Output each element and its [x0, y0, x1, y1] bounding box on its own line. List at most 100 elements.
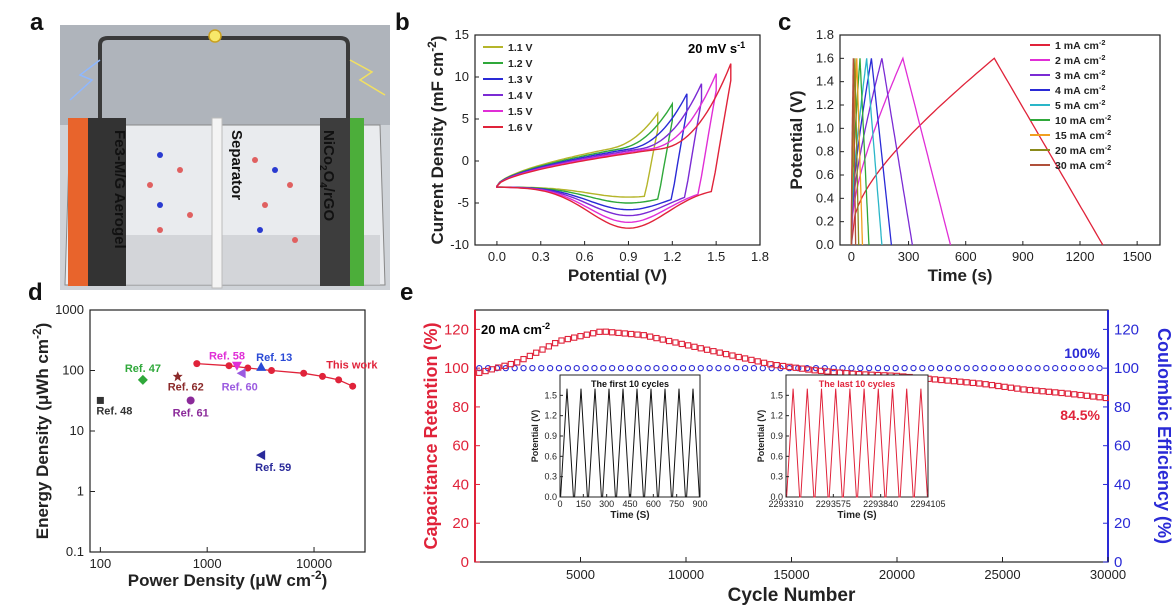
inset-y-tick-label: 0.9 — [544, 431, 557, 441]
inset-y-tick-label: 1.5 — [770, 390, 783, 400]
retention-point — [1026, 386, 1034, 394]
legend-label-unit: cm — [1090, 130, 1105, 142]
efficiency-point — [609, 365, 616, 372]
x-axis-label: Power Density (μW cm-2) — [128, 568, 328, 590]
efficiency-point — [644, 365, 651, 372]
x-tick-label: 5000 — [566, 567, 595, 582]
this-work-point — [225, 362, 233, 370]
legend-label-current: 2 mA — [1055, 55, 1081, 67]
panel-label-a: a — [30, 9, 44, 36]
retention-point — [539, 346, 546, 353]
legend-label-sup: -2 — [1105, 158, 1112, 167]
efficiency-point — [582, 365, 589, 372]
chart-title-main: 20 mV s — [688, 41, 737, 56]
x-tick-label: 0 — [848, 249, 855, 264]
ref-marker — [96, 396, 104, 404]
gcd-curve-4mA — [850, 58, 893, 246]
x-tick-label: 25000 — [984, 567, 1020, 582]
retention-point — [646, 333, 654, 340]
inset-y-tick-label: 0.6 — [770, 451, 783, 461]
retention-point — [615, 329, 622, 337]
x-tick-label: 1.5 — [707, 249, 725, 264]
legend-label-unit: cm — [1084, 85, 1099, 97]
x-tick-label: 600 — [955, 249, 977, 264]
retention-point — [811, 367, 818, 374]
inset-title: The first 10 cycles — [591, 379, 669, 389]
inset-x-tick-label: 750 — [669, 499, 684, 509]
efficiency-point — [1087, 365, 1094, 372]
efficiency-point — [564, 365, 571, 372]
retention-point — [596, 328, 603, 335]
inset-x-tick-label: 0 — [557, 499, 562, 509]
efficiency-point — [688, 365, 696, 372]
inset-x-tick-label: 900 — [692, 499, 707, 509]
retention-point — [590, 330, 597, 337]
legend-label: 1.2 V — [508, 58, 533, 70]
retention-point — [1039, 388, 1046, 395]
efficiency-point — [1069, 365, 1077, 372]
retention-point — [722, 350, 730, 358]
efficiency-point — [741, 365, 749, 372]
retention-point — [988, 381, 996, 389]
retention-point — [520, 355, 527, 363]
inset-y-tick-label: 1.2 — [770, 411, 783, 421]
y-tick-label-right: 80 — [1114, 399, 1131, 416]
efficiency-point — [511, 365, 518, 372]
legend-label-sup: -2 — [1099, 53, 1106, 62]
final-retention-label: 84.5% — [1060, 407, 1100, 423]
efficiency-point — [662, 365, 669, 372]
efficiency-point — [981, 365, 988, 372]
retention-point — [995, 382, 1002, 390]
x-tick-label: 20000 — [879, 567, 915, 582]
efficiency-point — [600, 365, 607, 372]
inset-y-label: Potential (V) — [756, 410, 766, 463]
efficiency-point — [529, 365, 536, 372]
ref-label: Ref. 61 — [173, 407, 209, 419]
y-tick-label: 0.0 — [816, 237, 834, 252]
inset-title: The last 10 cycles — [819, 379, 896, 389]
y-axis-label-end: ) — [428, 36, 447, 42]
gcd-curve-3mA — [850, 58, 914, 246]
retention-point — [786, 363, 793, 371]
panel-label-d: d — [28, 279, 43, 306]
ref-marker — [186, 396, 195, 405]
retention-point — [773, 361, 780, 369]
current-density-label-main: 20 mA cm — [481, 322, 542, 337]
retention-point — [710, 348, 717, 355]
inset-y-tick-label: 0.6 — [544, 451, 557, 461]
retention-point — [621, 330, 628, 337]
x-tick-label: 300 — [898, 249, 920, 264]
this-work-point — [300, 369, 308, 377]
legend-label-unit: cm — [1090, 115, 1105, 127]
efficiency-point — [715, 365, 722, 372]
this-work-point — [193, 360, 201, 368]
legend-label-sup: -2 — [1105, 128, 1112, 137]
legend-label-sup: -2 — [1105, 143, 1112, 152]
x-tick-label: 1.2 — [663, 249, 681, 264]
retention-point — [1064, 390, 1072, 397]
retention-point — [488, 366, 496, 373]
x-tick-label: 1500 — [1123, 249, 1152, 264]
retention-point — [476, 369, 483, 376]
inset-y-label: Potential (V) — [530, 410, 540, 463]
efficiency-point — [1060, 365, 1068, 372]
spark-left-icon — [69, 59, 101, 101]
x-tick-label: 0.6 — [576, 249, 594, 264]
retention-point — [792, 364, 799, 371]
retention-point — [545, 343, 552, 350]
legend-label-current: 5 mA — [1055, 100, 1081, 112]
gcd-curve-2mA — [850, 56, 952, 246]
ref-label: Ref. 58 — [209, 351, 245, 363]
inset-x-tick-label: 2293575 — [816, 499, 851, 509]
supercapacitor-schematic: Fe3-M/G Aerogel Separator NiCo2O4/rGO — [60, 25, 390, 290]
y-axis-label-left: Capacitance Retention (%) — [421, 322, 441, 549]
legend-label-unit: cm — [1090, 160, 1105, 172]
retention-point — [1102, 394, 1110, 402]
inset-1: The first 10 cycles 0.0 0.3 0.6 0.9 1.2 1.5 0 15… — [530, 374, 708, 521]
chart-title: 20 mV s-1 — [688, 40, 745, 56]
retention-point — [1001, 383, 1008, 391]
retention-point — [976, 380, 983, 387]
retention-point — [634, 331, 641, 338]
efficiency-point — [919, 365, 926, 372]
